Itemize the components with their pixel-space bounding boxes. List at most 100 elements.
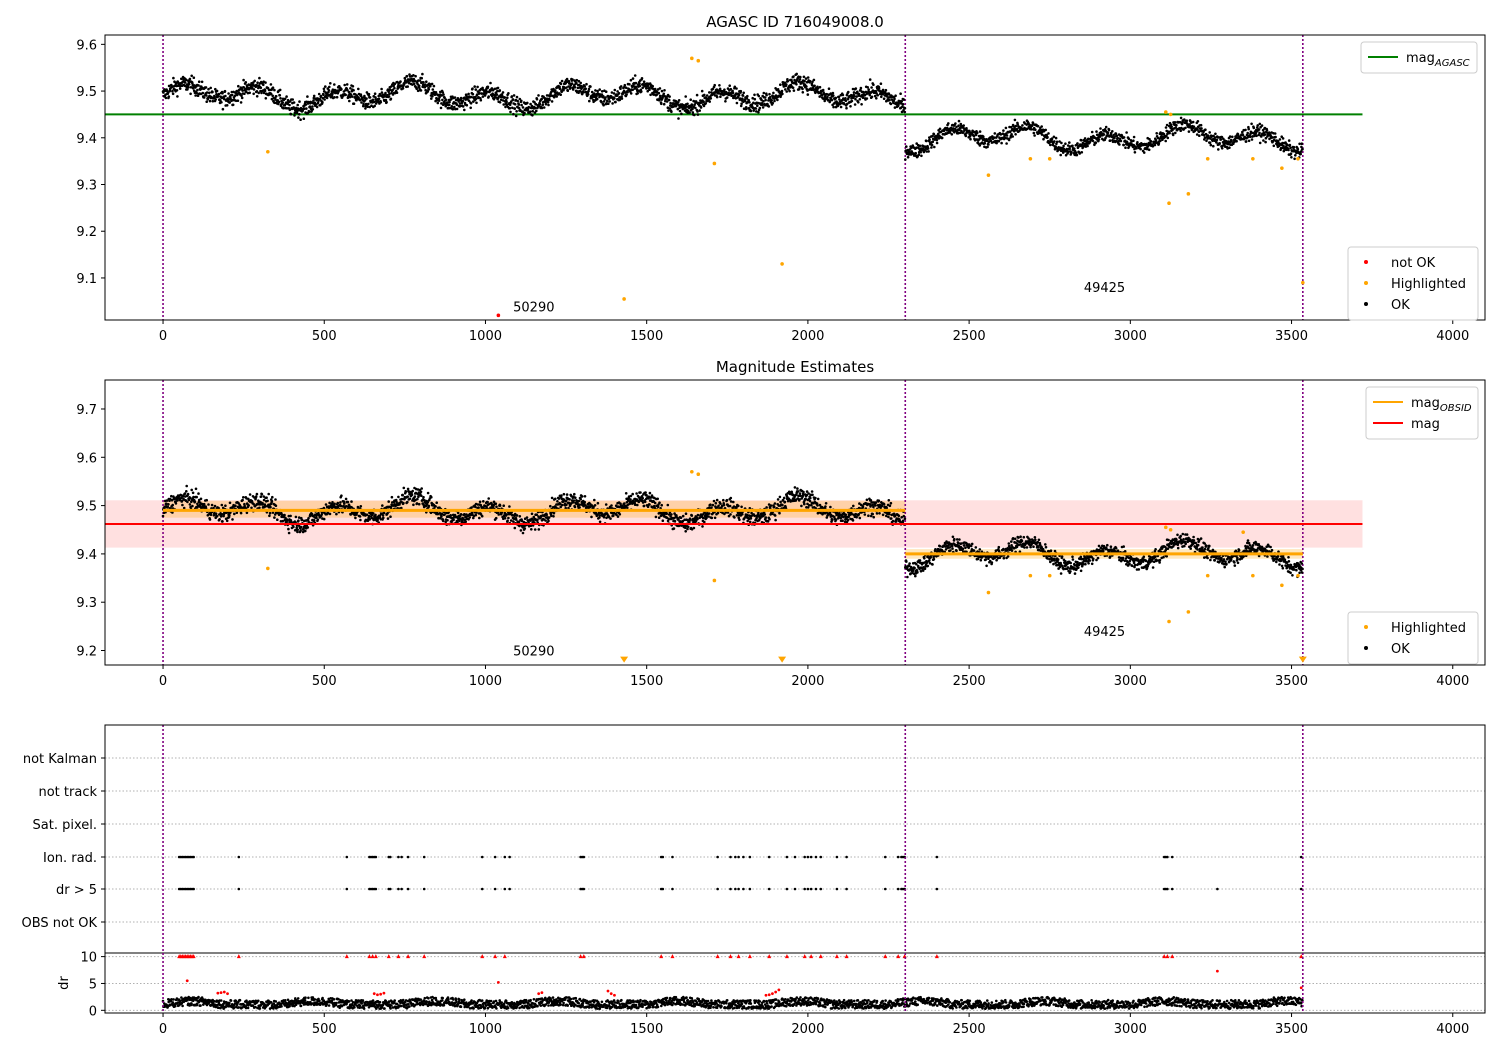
ok-point [299, 118, 302, 121]
ok-point [1044, 129, 1047, 132]
ok-point [1245, 140, 1248, 143]
highlighted-point [1301, 281, 1305, 285]
ok-point [271, 500, 274, 503]
ok-point [567, 89, 570, 92]
ok-point [1261, 124, 1264, 127]
ok-point [883, 97, 886, 100]
ok-point [612, 514, 615, 517]
ok-point [323, 88, 326, 91]
highlighted-point [713, 162, 717, 166]
ok-point [657, 505, 660, 508]
ok-point [1214, 133, 1217, 136]
ok-point [1128, 137, 1131, 140]
ok-point [606, 100, 609, 103]
ok-point [1221, 147, 1224, 150]
ok-point [781, 90, 784, 93]
ok-point [561, 80, 564, 83]
ok-point [208, 92, 211, 95]
ok-point [1273, 145, 1276, 148]
ok-point [684, 95, 687, 98]
ok-point [554, 498, 557, 501]
ok-point [660, 103, 663, 106]
ok-point [1264, 141, 1267, 144]
x-tick-label: 3500 [1275, 329, 1308, 344]
ok-point [559, 87, 562, 90]
ok-point [623, 502, 626, 505]
ok-point [540, 98, 543, 101]
ok-point [770, 99, 773, 102]
ok-point [573, 493, 576, 496]
ok-point [273, 89, 276, 92]
ok-point [1279, 138, 1282, 141]
ok-point [539, 103, 542, 106]
ok-point [403, 487, 406, 490]
ok-point [209, 518, 212, 521]
ok-point [941, 137, 944, 140]
ok-point [470, 102, 473, 105]
ok-point [406, 495, 409, 498]
ok-point [335, 513, 338, 516]
ok-point [871, 96, 874, 99]
ok-point [765, 516, 768, 519]
ok-point [635, 492, 638, 495]
ok-point [431, 83, 434, 86]
ok-point [1113, 137, 1116, 140]
ok-point [801, 88, 804, 91]
ok-point [509, 107, 512, 110]
ok-point [541, 107, 544, 110]
ok-point [639, 491, 642, 494]
ok-point [176, 499, 179, 502]
ok-point [522, 532, 525, 535]
ok-point [1053, 136, 1056, 139]
ok-point [286, 519, 289, 522]
ok-point [523, 112, 526, 115]
ok-point [629, 498, 632, 501]
ok-point [388, 95, 391, 98]
ok-point [474, 506, 477, 509]
ok-point [547, 520, 550, 523]
ok-point [232, 104, 235, 107]
ok-point [181, 504, 184, 507]
ok-point [353, 102, 356, 105]
x-tick-label: 2500 [953, 329, 986, 344]
ok-point [665, 513, 668, 516]
ok-point [515, 518, 518, 521]
ok-point [544, 519, 547, 522]
ok-point [619, 87, 622, 90]
ok-point [862, 96, 865, 99]
ok-point [807, 76, 810, 79]
ok-point [493, 501, 496, 504]
ok-point [237, 85, 240, 88]
ok-point [832, 106, 835, 109]
ok-point [247, 504, 250, 507]
ok-point [200, 498, 203, 501]
ok-point [194, 500, 197, 503]
ok-point [176, 95, 179, 98]
ok-point [418, 84, 421, 87]
ok-point [162, 515, 165, 518]
ok-point [339, 501, 342, 504]
ok-point [635, 82, 638, 85]
ok-point [951, 133, 954, 136]
ok-point [899, 92, 902, 95]
ok-point [364, 107, 367, 110]
ok-point [293, 101, 296, 104]
ok-point [723, 504, 726, 507]
ok-point [256, 493, 259, 496]
ok-point [306, 95, 309, 98]
ok-point [973, 135, 976, 138]
x-tick-label: 500 [312, 329, 337, 344]
ok-point [605, 90, 608, 93]
ok-point [365, 97, 368, 100]
ok-point [1124, 146, 1127, 149]
ok-point [1274, 132, 1277, 135]
ok-point [489, 82, 492, 85]
ok-point [321, 101, 324, 104]
ok-point [1034, 128, 1037, 131]
ok-point [210, 514, 213, 517]
ok-point [334, 506, 337, 509]
ok-point [1301, 148, 1304, 151]
ok-point [667, 109, 670, 112]
ok-point [531, 513, 534, 516]
ok-point [685, 512, 688, 515]
